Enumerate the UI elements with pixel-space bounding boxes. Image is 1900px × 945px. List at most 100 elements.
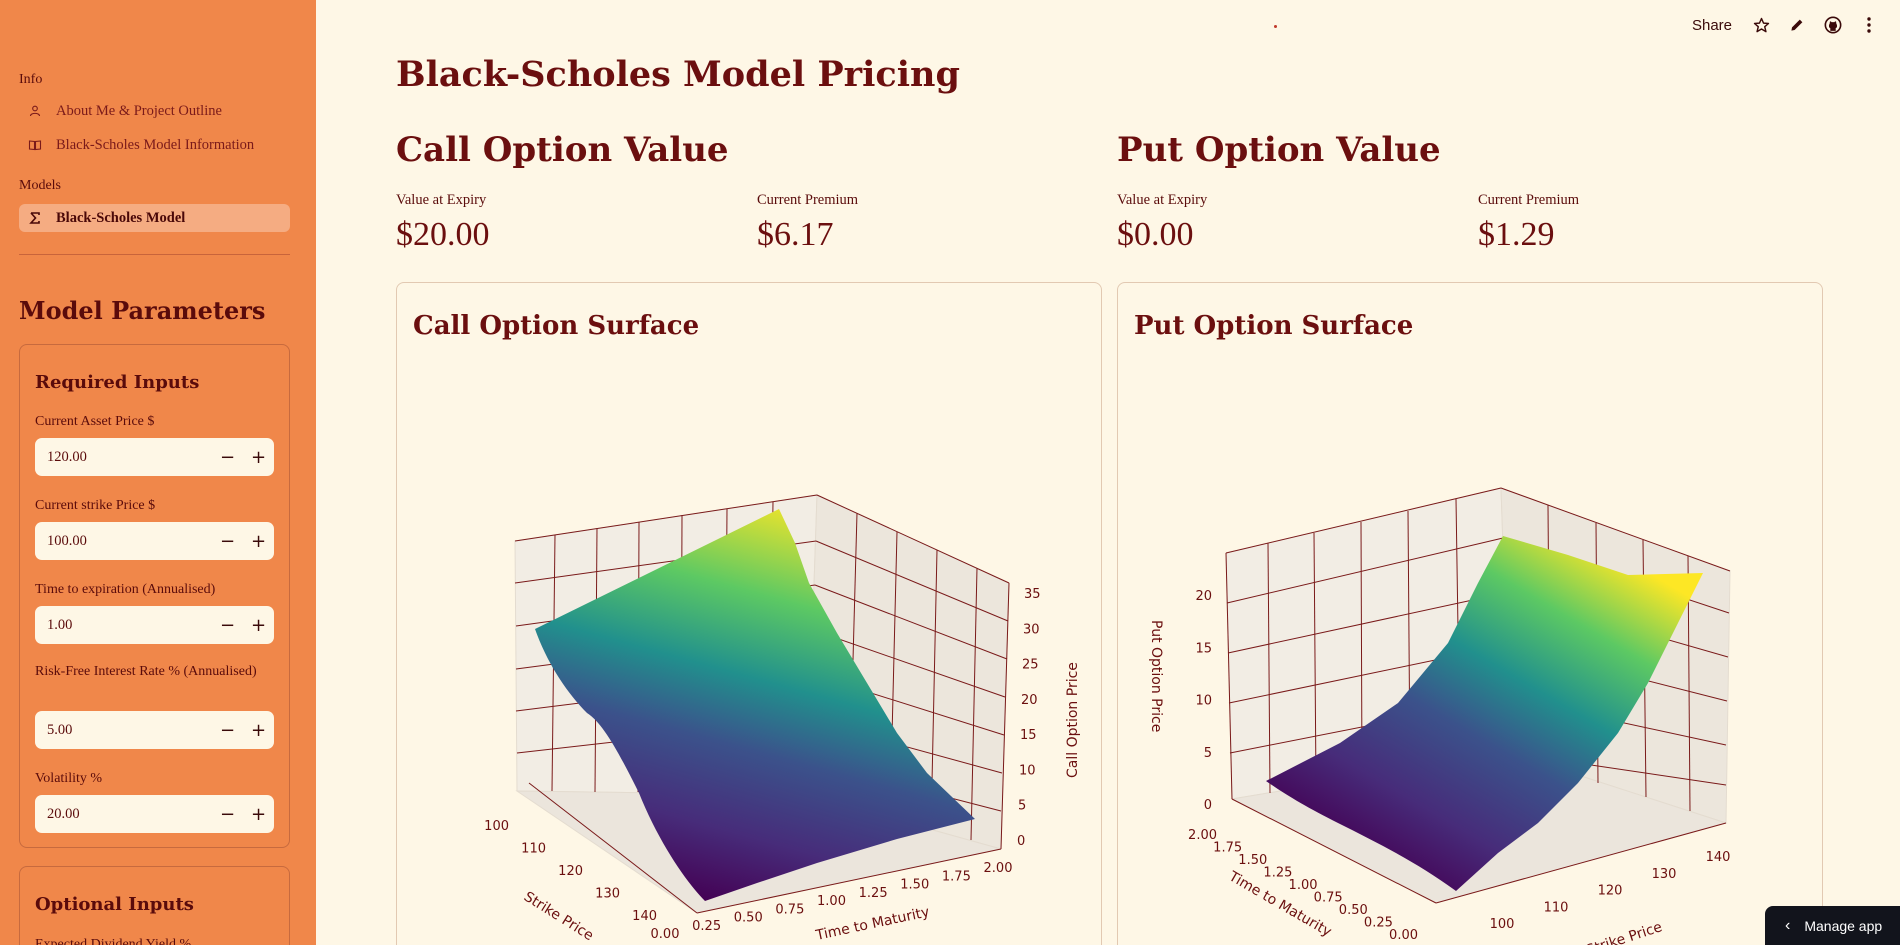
- put-current-premium-label: Current Premium: [1478, 192, 1580, 208]
- call-surface-axes: [514, 494, 1010, 914]
- call-surface-ylabel: Time to Maturity: [814, 904, 931, 944]
- nav-item-label: About Me & Project Outline: [56, 102, 222, 119]
- asset-price-value[interactable]: 120.00: [47, 448, 87, 465]
- volatility-label: Volatility %: [35, 771, 103, 786]
- put-option-value-title: Put Option Value: [1117, 130, 1441, 170]
- call-x-tick-label: 110: [521, 842, 546, 857]
- time-to-expiration-decrement-button[interactable]: −: [219, 614, 236, 636]
- star-icon[interactable]: [1750, 14, 1772, 36]
- put-x-tick-label: 100: [1490, 917, 1515, 932]
- share-button[interactable]: Share: [1691, 16, 1732, 34]
- asset-price-decrement-button[interactable]: −: [219, 446, 236, 468]
- strike-price-input[interactable]: 100.00 − +: [35, 522, 274, 560]
- call-surface-tick-labels: 1001101201301400.000.250.500.751.001.251…: [484, 587, 1040, 942]
- time-to-expiration-increment-button[interactable]: +: [250, 614, 267, 636]
- required-inputs-title: Required Inputs: [35, 372, 200, 393]
- asset-price-input[interactable]: 120.00 − +: [35, 438, 274, 476]
- put-z-tick-label: 20: [1195, 589, 1212, 604]
- person-icon: [29, 105, 41, 117]
- put-y-tick-label: 2.00: [1188, 828, 1217, 843]
- put-z-tick-label: 15: [1195, 641, 1212, 656]
- sidebar-divider: [19, 254, 290, 255]
- call-y-tick-label: 1.00: [817, 894, 846, 909]
- strike-price-label: Current strike Price $: [35, 498, 156, 513]
- risk-free-rate-increment-button[interactable]: +: [250, 719, 267, 741]
- call-value-at-expiry: $20.00: [396, 216, 490, 253]
- models-section-label: Models: [19, 178, 61, 193]
- put-y-tick-label: 1.75: [1213, 841, 1242, 856]
- call-value-at-expiry-label: Value at Expiry: [396, 192, 487, 208]
- call-y-tick-label: 1.25: [859, 886, 888, 901]
- call-x-tick-label: 140: [632, 909, 657, 924]
- put-surface-axes: [1225, 487, 1731, 904]
- call-surface-xlabel: Strike Price: [521, 889, 596, 944]
- manage-app-label: Manage app: [1804, 917, 1883, 934]
- nav-item-label: Black-Scholes Model Information: [56, 136, 255, 153]
- nav-item-label: Black-Scholes Model: [56, 209, 186, 226]
- sigma-icon: [29, 212, 40, 224]
- call-surface-plot[interactable]: 1001101201301400.000.250.500.751.001.251…: [397, 283, 1102, 945]
- put-surface-plot[interactable]: 20 15 10 5 0 2.001.751.501.251.000.750.500.25…: [1118, 283, 1823, 945]
- call-x-tick-label: 130: [595, 887, 620, 902]
- more-vertical-icon[interactable]: [1858, 14, 1880, 36]
- nav-item-bs-model[interactable]: Black-Scholes Model: [19, 204, 290, 232]
- put-y-tick-label: 0.75: [1314, 891, 1343, 906]
- call-y-tick-label: 0.00: [651, 927, 680, 942]
- strike-price-decrement-button[interactable]: −: [219, 530, 236, 552]
- strike-price-value[interactable]: 100.00: [47, 532, 87, 549]
- volatility-value[interactable]: 20.00: [47, 805, 80, 822]
- put-z-tick-label: 5: [1204, 746, 1212, 761]
- info-section-label: Info: [19, 72, 43, 87]
- time-to-expiration-label: Time to expiration (Annualised): [35, 582, 216, 597]
- put-surface-zlabel: Put Option Price: [1148, 620, 1164, 732]
- call-z-tick-label: 35: [1024, 587, 1041, 602]
- manage-app-button[interactable]: ‹ Manage app: [1765, 906, 1900, 945]
- call-x-tick-label: 100: [484, 819, 509, 834]
- put-y-tick-label: 0.00: [1389, 928, 1418, 943]
- book-icon: [28, 140, 42, 151]
- put-y-tick-label: 1.25: [1263, 866, 1292, 881]
- put-x-tick-label: 120: [1598, 884, 1623, 899]
- put-value-at-expiry-label: Value at Expiry: [1117, 192, 1208, 208]
- call-z-tick-label: 0: [1017, 834, 1025, 849]
- risk-free-rate-value[interactable]: 5.00: [47, 721, 73, 738]
- call-current-premium: $6.17: [757, 216, 834, 253]
- dividend-yield-label: Expected Dividend Yield %: [35, 937, 192, 945]
- put-y-tick-label: 1.00: [1289, 878, 1318, 893]
- github-icon[interactable]: [1822, 14, 1844, 36]
- volatility-decrement-button[interactable]: −: [219, 803, 236, 825]
- time-to-expiration-input[interactable]: 1.00 − +: [35, 606, 274, 644]
- risk-free-rate-decrement-button[interactable]: −: [219, 719, 236, 741]
- call-y-tick-label: 2.00: [984, 861, 1013, 876]
- asset-price-label: Current Asset Price $: [35, 414, 155, 429]
- nav-item-bs-info[interactable]: Black-Scholes Model Information: [19, 131, 290, 159]
- strike-price-increment-button[interactable]: +: [250, 530, 267, 552]
- put-surface-title: Put Option Surface: [1134, 311, 1414, 341]
- required-inputs-box: Required Inputs Current Asset Price $ 12…: [19, 344, 290, 848]
- edit-pencil-icon[interactable]: [1786, 14, 1808, 36]
- call-option-value-title: Call Option Value: [396, 130, 729, 170]
- put-surface-card: Put Option Surface: [1117, 282, 1823, 945]
- put-z-tick-label: 0: [1204, 798, 1212, 813]
- put-surface-tick-labels: 20 15 10 5 0 2.001.751.501.251.000.750.500.25…: [1188, 589, 1730, 943]
- call-y-tick-label: 0.50: [734, 911, 763, 926]
- page-title: Black-Scholes Model Pricing: [396, 54, 960, 95]
- time-to-expiration-value[interactable]: 1.00: [47, 616, 73, 633]
- call-y-tick-label: 0.75: [775, 902, 804, 917]
- put-x-tick-label: 130: [1652, 867, 1677, 882]
- call-z-tick-label: 5: [1018, 799, 1026, 814]
- sidebar: Info About Me & Project Outline Black-Sc…: [0, 0, 316, 945]
- asset-price-increment-button[interactable]: +: [250, 446, 267, 468]
- model-parameters-header: Model Parameters: [19, 296, 266, 325]
- volatility-input[interactable]: 20.00 − +: [35, 795, 274, 833]
- call-y-tick-label: 1.50: [900, 878, 929, 893]
- call-surface-title: Call Option Surface: [413, 311, 700, 341]
- call-x-tick-label: 120: [558, 864, 583, 879]
- call-z-tick-label: 15: [1020, 728, 1037, 743]
- nav-item-about[interactable]: About Me & Project Outline: [19, 97, 290, 125]
- risk-free-rate-input[interactable]: 5.00 − +: [35, 711, 274, 749]
- chevron-left-icon: ‹: [1785, 916, 1791, 934]
- put-x-tick-label: 140: [1706, 850, 1731, 865]
- put-value-at-expiry: $0.00: [1117, 216, 1194, 253]
- volatility-increment-button[interactable]: +: [250, 803, 267, 825]
